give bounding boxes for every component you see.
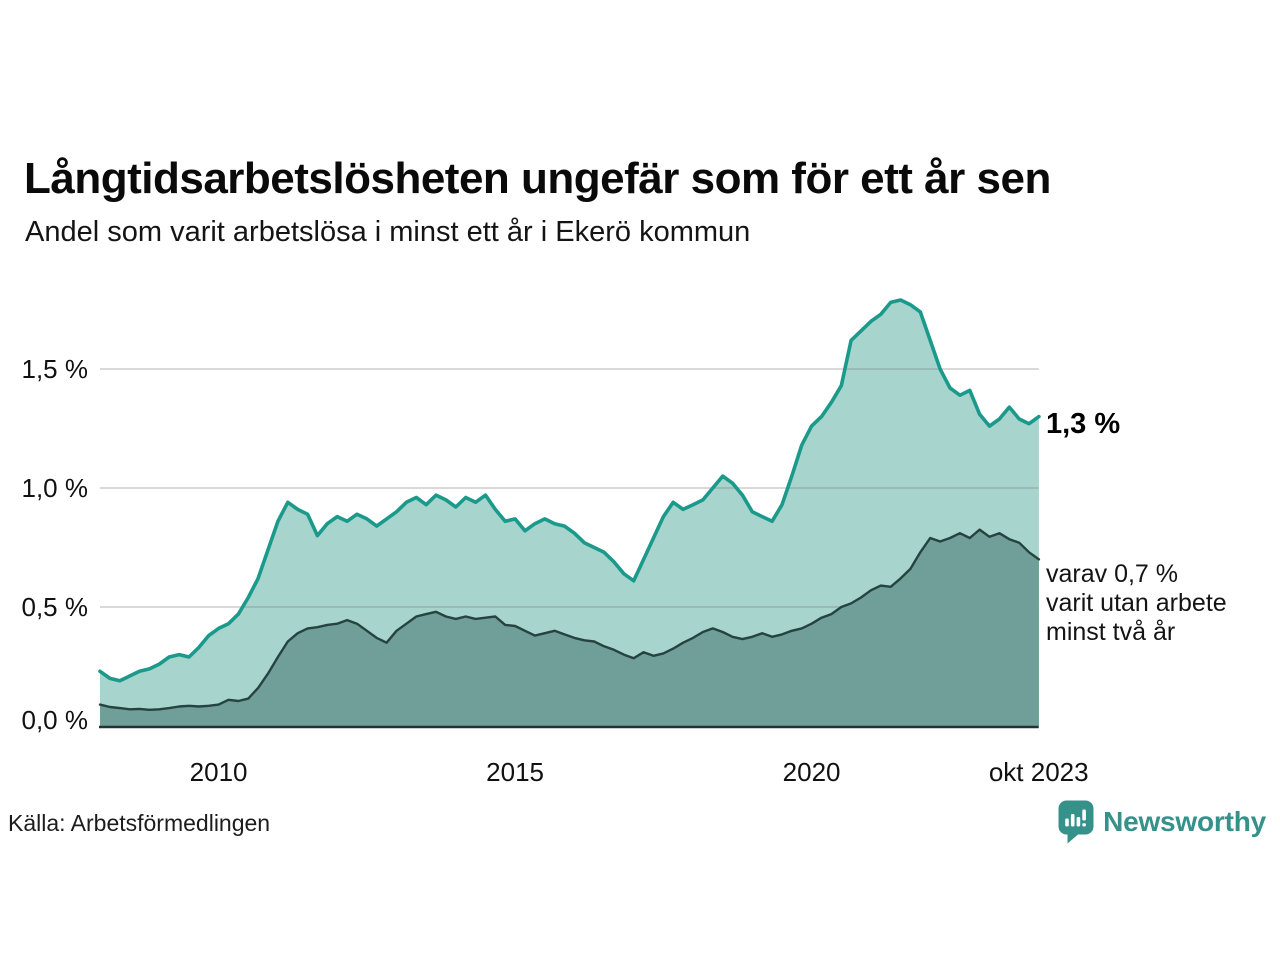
y-tick-label: 0,0 % [22, 705, 89, 735]
secondary-series-label: varav 0,7 % varit utan arbete minst två … [1046, 560, 1227, 647]
x-tick-label: 2020 [783, 757, 841, 787]
area-unemployed-one-year [100, 300, 1039, 726]
page-subtitle: Andel som varit arbetslösa i minst ett å… [25, 216, 751, 248]
latest-value-label: 1,3 % [1046, 408, 1121, 440]
y-tick-label: 0,5 % [22, 592, 89, 622]
secondary-series-label-line1: varav 0,7 % [1046, 560, 1179, 588]
newsworthy-icon [1058, 800, 1094, 844]
x-tick-label: 2010 [190, 757, 248, 787]
secondary-series-label-line3: minst två år [1046, 618, 1176, 646]
y-tick-label: 1,5 % [22, 354, 89, 384]
line-unemployed-one-year [98, 298, 1041, 683]
x-tick-label: okt 2023 [989, 757, 1089, 787]
source-credit: Källa: Arbetsförmedlingen [8, 810, 271, 836]
y-tick-label: 1,0 % [22, 473, 89, 503]
x-tick-label: 2015 [486, 757, 544, 787]
line-unemployed-two-years [98, 528, 1041, 711]
brand-logo: Newsworthy [1058, 800, 1266, 844]
area-unemployed-two-years [100, 529, 1039, 726]
page-title: Långtidsarbetslösheten ungefär som för e… [24, 154, 1051, 204]
brand-name: Newsworthy [1103, 806, 1266, 837]
secondary-series-label-line2: varit utan arbete [1046, 589, 1227, 617]
